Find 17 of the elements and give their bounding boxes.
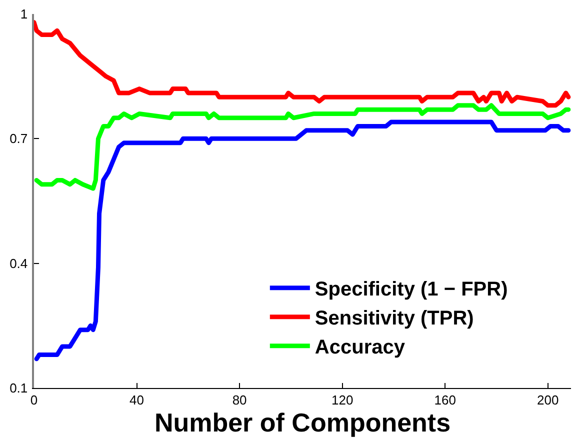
y-tick-label: 0.7 (10, 131, 28, 146)
x-tick-label: 160 (434, 392, 456, 408)
legend-label: Accuracy (314, 336, 406, 359)
line-series (34, 20, 571, 108)
line-series (34, 103, 571, 191)
x-tick-label: 80 (232, 392, 247, 408)
legend-label: Specificity (1 − FPR) (314, 278, 508, 301)
x-tick-label: 0 (30, 392, 38, 408)
x-tick-label: 120 (331, 392, 354, 408)
line-series (34, 120, 571, 362)
x-axis-title: Number of Components (154, 408, 451, 438)
x-tick-label: 40 (130, 392, 144, 408)
y-tick-label: 0.1 (10, 380, 28, 396)
x-tick-label: 200 (537, 392, 559, 408)
y-tick-label: 1 (20, 6, 28, 22)
legend-label: Sensitivity (TPR) (314, 308, 474, 330)
y-tick-label: 0.4 (10, 256, 28, 271)
